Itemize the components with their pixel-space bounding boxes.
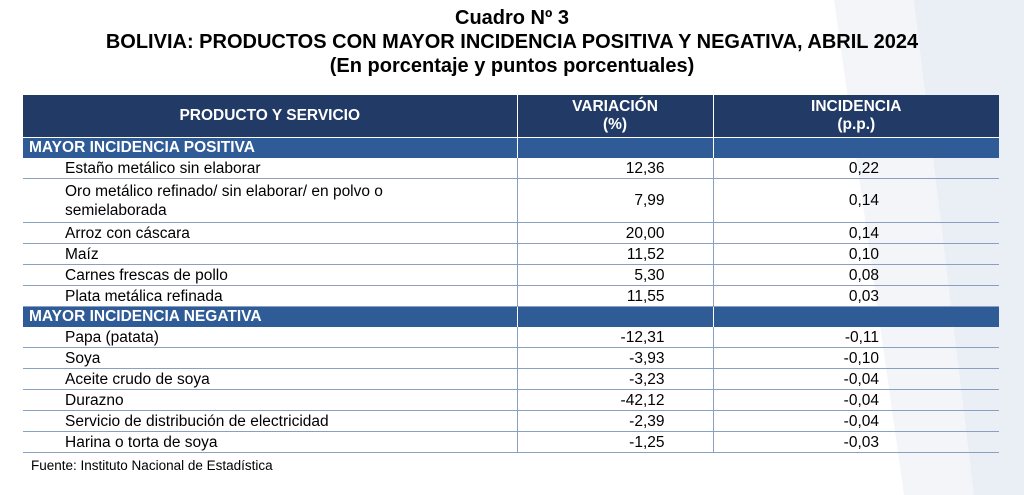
incidence-cell: -0,04	[712, 389, 999, 411]
header-variation-line2: (%)	[602, 116, 628, 133]
product-cell: Harina o torta de soya	[23, 431, 517, 453]
product-cell: Oro metálico refinado/ sin elaborar/ en …	[23, 178, 517, 223]
table-row: Harina o torta de soya -1,25 -0,03	[23, 431, 999, 453]
variation-cell: 5,30	[516, 264, 713, 286]
variation-cell: 12,36	[516, 158, 713, 179]
title-line-1: Cuadro Nº 3	[455, 7, 569, 29]
variation-cell: -3,23	[516, 368, 713, 390]
product-cell: Soya	[23, 347, 517, 369]
incidence-cell: 0,22	[712, 158, 999, 179]
variation-cell: -1,25	[516, 431, 713, 453]
incidence-cell: 0,08	[712, 264, 999, 286]
incidence-cell: -0,04	[712, 368, 999, 390]
table-row: Maíz 11,52 0,10	[23, 243, 999, 265]
table-title: Cuadro Nº 3 BOLIVIA: PRODUCTOS CON MAYOR…	[0, 6, 1024, 78]
product-cell: Maíz	[23, 243, 517, 265]
variation-cell: 20,00	[516, 222, 713, 244]
section-negative-label: MAYOR INCIDENCIA NEGATIVA	[23, 306, 517, 327]
section-positive-label: MAYOR INCIDENCIA POSITIVA	[23, 137, 517, 158]
table-row: Durazno -42,12 -0,04	[23, 389, 999, 411]
variation-cell: -3,93	[516, 347, 713, 369]
section-positive-row: MAYOR INCIDENCIA POSITIVA	[23, 137, 999, 158]
variation-cell: 11,55	[516, 285, 713, 307]
variation-cell: 7,99	[516, 178, 713, 223]
product-cell: Aceite crudo de soya	[23, 368, 517, 390]
product-cell: Papa (patata)	[23, 327, 517, 348]
table-row: Plata metálica refinada 11,55 0,03	[23, 285, 999, 307]
header-variation-line1: VARIACIÓN	[572, 98, 658, 115]
product-cell: Plata metálica refinada	[23, 285, 517, 307]
incidence-cell: -0,04	[712, 410, 999, 432]
incidence-cell: -0,11	[712, 327, 999, 348]
variation-cell: -2,39	[516, 410, 713, 432]
product-cell: Estaño metálico sin elaborar	[23, 158, 517, 179]
section-negative-row: MAYOR INCIDENCIA NEGATIVA	[23, 306, 999, 327]
table-row: Carnes frescas de pollo 5,30 0,08	[23, 264, 999, 286]
table-row: Aceite crudo de soya -3,23 -0,04	[23, 368, 999, 390]
header-incidence: INCIDENCIA (p.p.)	[712, 95, 999, 138]
incidence-cell: -0,03	[712, 431, 999, 453]
title-line-3: (En porcentaje y puntos porcentuales)	[329, 55, 695, 77]
table-row: Oro metálico refinado/ sin elaborar/ en …	[23, 178, 999, 223]
product-cell: Arroz con cáscara	[23, 222, 517, 244]
variation-cell: 11,52	[516, 243, 713, 265]
incidence-cell: 0,03	[712, 285, 999, 307]
table-row: Soya -3,93 -0,10	[23, 347, 999, 369]
source-note: Fuente: Instituto Nacional de Estadístic…	[31, 458, 273, 473]
table-row: Estaño metálico sin elaborar 12,36 0,22	[23, 158, 999, 179]
header-incidence-line2: (p.p.)	[837, 116, 876, 133]
incidence-cell: -0,10	[712, 347, 999, 369]
header-product: PRODUCTO Y SERVICIO	[23, 95, 517, 138]
variation-cell: -42,12	[516, 389, 713, 411]
product-line1: Oro metálico refinado/ sin elaborar/ en …	[65, 182, 383, 200]
table-row: Servicio de distribución de electricidad…	[23, 410, 999, 432]
table-row: Papa (patata) -12,31 -0,11	[23, 327, 999, 348]
header-incidence-line1: INCIDENCIA	[811, 98, 902, 115]
product-cell: Durazno	[23, 389, 517, 411]
header-variation: VARIACIÓN (%)	[516, 95, 713, 138]
product-cell: Carnes frescas de pollo	[23, 264, 517, 286]
incidence-cell: 0,10	[712, 243, 999, 265]
incidence-table: PRODUCTO Y SERVICIO VARIACIÓN (%) INCIDE…	[23, 95, 999, 453]
product-line2: semielaborada	[65, 201, 167, 219]
title-line-2: BOLIVIA: PRODUCTOS CON MAYOR INCIDENCIA …	[105, 31, 919, 53]
table-row: Arroz con cáscara 20,00 0,14	[23, 222, 999, 244]
table-header-row: PRODUCTO Y SERVICIO VARIACIÓN (%) INCIDE…	[23, 95, 999, 138]
product-cell: Servicio de distribución de electricidad	[23, 410, 517, 432]
incidence-cell: 0,14	[712, 222, 999, 244]
incidence-cell: 0,14	[712, 178, 999, 223]
variation-cell: -12,31	[516, 327, 713, 348]
